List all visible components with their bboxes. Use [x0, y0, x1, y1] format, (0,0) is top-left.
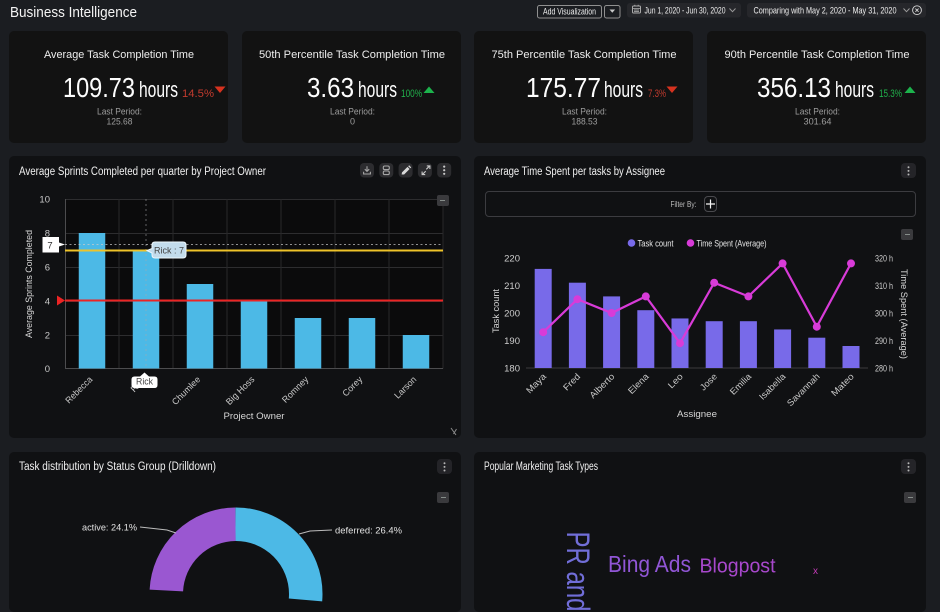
svg-text:175.77: 175.77 — [526, 72, 601, 103]
svg-text:Average Task Completion Time: Average Task Completion Time — [44, 49, 194, 61]
svg-text:Maya: Maya — [524, 371, 548, 395]
svg-text:109.73: 109.73 — [63, 72, 135, 103]
svg-text:Average Sprints Completed per: Average Sprints Completed per quarter by… — [19, 166, 266, 178]
svg-text:Fred: Fred — [561, 371, 582, 392]
svg-text:300 h: 300 h — [875, 308, 893, 319]
svg-text:Jose: Jose — [698, 371, 719, 392]
svg-text:Rick : 7: Rick : 7 — [154, 246, 184, 256]
svg-text:320 h: 320 h — [875, 253, 893, 264]
svg-text:180: 180 — [504, 363, 520, 374]
svg-text:x: x — [813, 566, 818, 577]
svg-text:Last Period:: Last Period: — [795, 107, 840, 117]
svg-text:356.13: 356.13 — [757, 72, 831, 103]
svg-text:200: 200 — [504, 308, 520, 319]
svg-text:hours: hours — [835, 77, 874, 102]
svg-text:6: 6 — [45, 263, 50, 274]
svg-text:active: 24.1%: active: 24.1% — [82, 523, 138, 534]
svg-text:deferred: 26.4%: deferred: 26.4% — [335, 526, 403, 537]
svg-text:Emilia: Emilia — [728, 371, 753, 396]
svg-text:Alberto: Alberto — [588, 371, 617, 400]
svg-text:14.5%: 14.5% — [182, 88, 214, 100]
svg-text:8: 8 — [45, 229, 50, 240]
svg-text:4: 4 — [45, 297, 50, 308]
svg-text:3.63: 3.63 — [307, 72, 354, 103]
svg-text:Average Sprints Completed: Average Sprints Completed — [24, 230, 34, 338]
svg-text:75th Percentile Task Completio: 75th Percentile Task Completion Time — [492, 49, 677, 61]
svg-text:188.53: 188.53 — [572, 117, 598, 127]
svg-text:hours: hours — [604, 77, 643, 102]
svg-text:301.64: 301.64 — [804, 117, 832, 127]
svg-text:Savannah: Savannah — [785, 371, 822, 408]
svg-text:Corey: Corey — [340, 374, 364, 398]
svg-text:15.3%: 15.3% — [879, 88, 902, 100]
svg-text:Business Intelligence: Business Intelligence — [10, 5, 137, 21]
svg-text:210: 210 — [504, 281, 520, 292]
svg-text:Isabella: Isabella — [757, 371, 787, 401]
svg-text:Task count: Task count — [638, 239, 674, 250]
svg-text:Assignee: Assignee — [677, 409, 717, 420]
svg-text:Bing Ads: Bing Ads — [608, 551, 691, 577]
svg-text:100%: 100% — [401, 88, 422, 100]
svg-text:Last Period:: Last Period: — [562, 107, 607, 117]
svg-text:Time Spent (Average): Time Spent (Average) — [697, 239, 767, 250]
svg-text:Rebecca: Rebecca — [63, 374, 94, 405]
svg-text:Chumlee: Chumlee — [170, 374, 203, 407]
svg-text:Mateo: Mateo — [829, 371, 856, 398]
svg-text:290 h: 290 h — [875, 336, 893, 347]
svg-text:7.3%: 7.3% — [648, 88, 666, 100]
svg-text:Average Time Spent per tasks b: Average Time Spent per tasks by Assignee — [484, 166, 665, 178]
svg-text:10: 10 — [39, 195, 50, 206]
svg-text:0: 0 — [350, 117, 355, 127]
svg-text:Leo: Leo — [666, 371, 685, 390]
svg-text:Larson: Larson — [392, 374, 418, 400]
svg-text:Comparing with May 2, 2020 - M: Comparing with May 2, 2020 - May 31, 202… — [754, 6, 897, 17]
svg-text:220: 220 — [504, 253, 520, 264]
svg-text:Blogpost: Blogpost — [700, 555, 776, 578]
svg-text:Filter By:: Filter By: — [671, 199, 697, 209]
svg-text:90th Percentile Task Completio: 90th Percentile Task Completion Time — [725, 49, 910, 61]
svg-text:280 h: 280 h — [875, 363, 893, 374]
svg-text:PR and: PR and — [560, 532, 596, 612]
svg-text:Task distribution by Status Gr: Task distribution by Status Group (Drill… — [19, 461, 216, 473]
svg-text:Project Owner: Project Owner — [224, 411, 285, 422]
svg-text:50th Percentile Task Completio: 50th Percentile Task Completion Time — [259, 49, 445, 61]
svg-text:190: 190 — [504, 336, 520, 347]
svg-text:Rick: Rick — [136, 377, 153, 387]
svg-text:Task count: Task count — [491, 288, 501, 333]
svg-text:hours: hours — [358, 77, 397, 102]
svg-text:Elena: Elena — [626, 371, 651, 396]
svg-text:Big Hoss: Big Hoss — [224, 374, 257, 407]
svg-text:Time Spent (Average): Time Spent (Average) — [899, 269, 909, 359]
svg-text:7: 7 — [47, 241, 52, 252]
svg-text:Romney: Romney — [280, 374, 311, 405]
svg-text:Jun 1, 2020 - Jun 30, 2020: Jun 1, 2020 - Jun 30, 2020 — [645, 6, 726, 17]
svg-text:Popular Marketing Task Types: Popular Marketing Task Types — [484, 461, 598, 473]
svg-text:hours: hours — [139, 77, 178, 102]
svg-text:Last Period:: Last Period: — [330, 107, 375, 117]
svg-text:Last Period:: Last Period: — [97, 107, 142, 117]
svg-text:125.68: 125.68 — [107, 117, 133, 127]
svg-text:0: 0 — [45, 364, 50, 375]
svg-text:2: 2 — [45, 331, 50, 342]
svg-text:310 h: 310 h — [875, 281, 893, 292]
svg-text:Add Visualization: Add Visualization — [543, 7, 596, 17]
